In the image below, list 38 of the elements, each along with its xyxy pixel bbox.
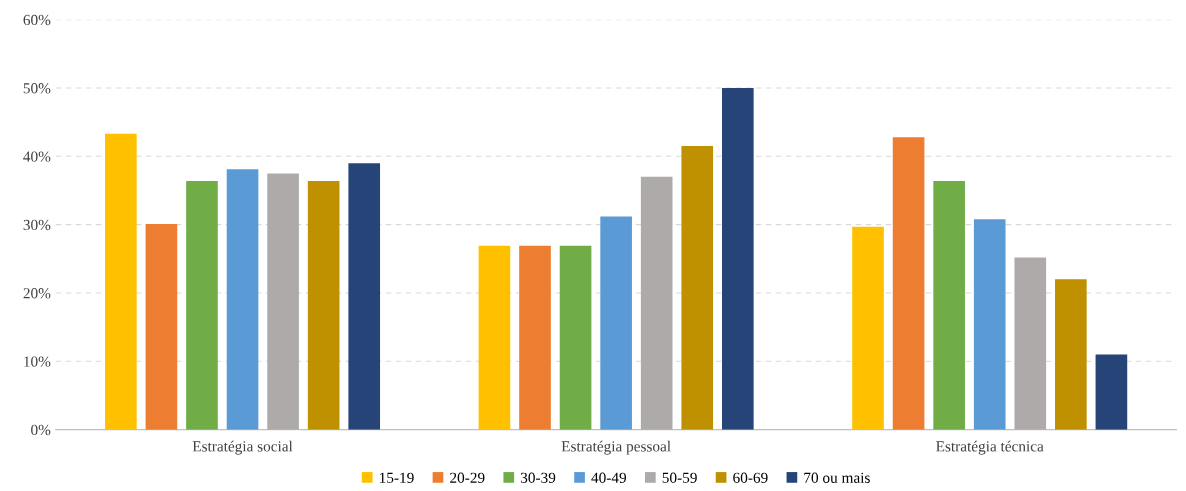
bar <box>145 223 178 430</box>
x-tick-label: Estratégia social <box>192 440 293 455</box>
bar <box>226 169 259 430</box>
bar <box>1014 257 1047 430</box>
bar <box>307 180 340 430</box>
bar <box>640 176 673 430</box>
legend-label: 50-59 <box>662 472 697 483</box>
bar <box>1095 354 1128 430</box>
y-tick-label: 10% <box>24 356 51 367</box>
legend-label: 15-19 <box>380 472 414 483</box>
bar <box>681 146 714 430</box>
legend-label: 20-29 <box>450 472 485 483</box>
bar <box>852 226 884 430</box>
legend-label: 30-39 <box>520 472 556 483</box>
bar <box>105 133 137 430</box>
bar <box>973 219 1006 430</box>
bar <box>519 245 551 430</box>
y-tick-label: 30% <box>23 219 51 231</box>
bar <box>186 180 218 430</box>
y-tick-label: 20% <box>23 288 51 299</box>
bar <box>600 216 632 430</box>
legend-label: 60-69 <box>733 472 768 483</box>
bar <box>478 245 511 430</box>
y-tick-label: 60% <box>23 14 51 26</box>
x-tick-label: Estratégia pessoal <box>561 440 671 455</box>
y-tick-label: 40% <box>23 151 51 162</box>
bar <box>348 163 381 430</box>
bar <box>892 137 925 430</box>
bar <box>721 87 754 430</box>
legend-label: 70 ou mais <box>804 472 870 483</box>
bar <box>1055 279 1087 430</box>
bar <box>933 180 965 430</box>
y-tick-label: 50% <box>23 83 51 94</box>
bar <box>267 173 299 430</box>
bar <box>559 245 592 430</box>
y-tick-label: 0% <box>31 424 51 436</box>
x-tick-label: Estratégia técnica <box>936 440 1044 455</box>
legend-label: 40-49 <box>591 472 627 483</box>
